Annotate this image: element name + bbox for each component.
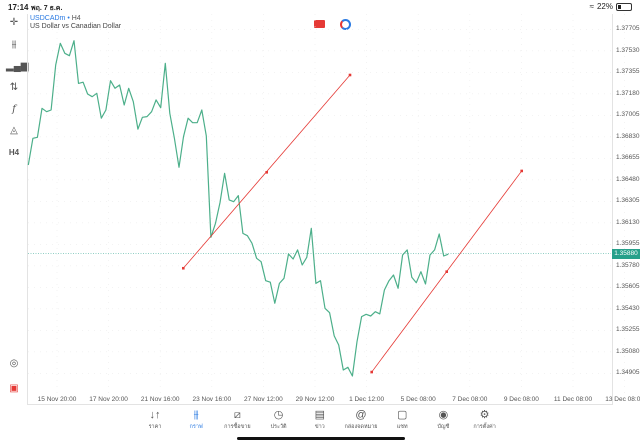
function-icon[interactable]: f — [12, 104, 16, 115]
time-tick-label: 5 Dec 08:00 — [400, 396, 436, 403]
chat-check-icon[interactable]: ◎ — [9, 358, 19, 369]
nav-tab-label: กล่องจดหมาย — [344, 424, 378, 430]
crosshair-icon[interactable]: ✛ — [9, 17, 19, 28]
nav-tab-label: ประวัติ — [270, 424, 287, 430]
mailbox-icon: @ — [355, 409, 367, 421]
symbol-name: USDCADm — [30, 15, 66, 22]
battery-percent: 22% — [596, 2, 613, 11]
chart-area[interactable] — [27, 14, 613, 405]
price-tick-label: 1.35430 — [616, 304, 640, 312]
depth-of-market-icon[interactable] — [340, 19, 351, 30]
history-icon: ◷ — [273, 409, 284, 421]
trendline-handle — [445, 270, 448, 273]
news-icon: ▤ — [314, 409, 325, 421]
current-price-tag: 1.35880 — [612, 249, 640, 259]
account-icon: ◉ — [438, 409, 449, 421]
status-time: 17:14 — [8, 3, 29, 12]
chart-type-icon[interactable]: ⫵ — [11, 39, 17, 50]
trendline-handle — [265, 170, 268, 174]
nav-tab-settings[interactable]: ⚙ การตั้งค่า — [465, 408, 505, 431]
nav-tab-account[interactable]: ◉ บัญชี — [423, 408, 463, 431]
battery-icon — [616, 2, 632, 11]
price-tick-label: 1.37530 — [616, 46, 640, 54]
time-tick-label: 23 Nov 16:00 — [192, 396, 232, 403]
price-tick-label: 1.35080 — [616, 347, 640, 355]
price-tick-label: 1.35780 — [616, 261, 640, 269]
price-tick-label: 1.36480 — [616, 175, 640, 183]
price-tick-label: 1.37355 — [616, 68, 640, 76]
time-tick-label: 17 Nov 20:00 — [89, 396, 128, 403]
status-indicators: ≈ 22% — [590, 2, 632, 11]
settings-icon: ⚙ — [479, 409, 490, 421]
one-click-trading-icon[interactable] — [314, 20, 325, 28]
time-tick-label: 9 Dec 08:00 — [503, 396, 539, 403]
price-tick-label: 1.35955 — [616, 240, 640, 248]
trade-icon: ⧄ — [233, 409, 241, 421]
nav-tab-chart[interactable]: ⫵ กราฟ — [176, 408, 216, 431]
nav-tab-quotes[interactable]: ↓↑ ราคา — [135, 408, 175, 431]
status-date: พฤ. 7 ธ.ค. — [31, 5, 63, 12]
symbol-description: US Dollar vs Canadian Dollar — [30, 23, 122, 30]
time-tick-label: 27 Nov 12:00 — [244, 396, 283, 403]
price-tick-label: 1.36655 — [616, 154, 640, 162]
timeframe-button[interactable]: H4 — [8, 148, 20, 157]
objects-sliders-icon[interactable]: ⇅ — [9, 82, 19, 93]
app-logo-icon[interactable]: ▣ — [9, 383, 19, 394]
nav-tab-label: กราฟ — [189, 424, 203, 430]
indicators-icon[interactable]: ▂▄▆ — [6, 61, 29, 72]
time-tick-label: 11 Dec 08:00 — [553, 396, 593, 403]
quotes-icon: ↓↑ — [149, 409, 161, 421]
price-line — [27, 40, 449, 377]
nav-tab-chat[interactable]: ▢ แชท — [382, 408, 422, 431]
trendline-handle — [182, 266, 185, 270]
symbol-separator: • — [67, 15, 70, 22]
chat-icon: ▢ — [396, 409, 408, 421]
nav-tab-trade[interactable]: ⧄ การซื้อขาย — [217, 408, 257, 431]
nav-tab-label: การซื้อขาย — [224, 424, 251, 430]
price-tick-label: 1.36305 — [616, 197, 640, 205]
time-tick-label: 15 Nov 20:00 — [37, 396, 77, 403]
nav-tab-label: แชท — [396, 424, 408, 430]
trendline-handle — [348, 73, 352, 77]
home-indicator[interactable] — [237, 437, 405, 440]
symbol-timeframe: H4 — [71, 15, 81, 22]
price-tick-label: 1.35605 — [616, 283, 640, 291]
price-tick-label: 1.36130 — [616, 218, 640, 226]
shapes-icon[interactable]: ◬ — [10, 125, 18, 136]
chart-symbol[interactable]: USDCADm • H4 — [30, 15, 81, 22]
time-tick-label: 13 Dec 08:00 — [605, 396, 640, 403]
nav-tab-label: ข่าว — [314, 424, 325, 430]
chart-icon: ⫵ — [193, 409, 199, 421]
price-tick-label: 1.36830 — [616, 132, 640, 140]
time-tick-label: 1 Dec 12:00 — [349, 396, 385, 403]
price-tick-label: 1.34905 — [616, 369, 640, 377]
price-tick-label: 1.37005 — [616, 111, 640, 119]
wifi-icon: ≈ — [589, 2, 594, 11]
price-tick-label: 1.35255 — [616, 326, 640, 334]
trendline-handle — [520, 169, 523, 173]
time-tick-label: 21 Nov 16:00 — [140, 396, 180, 403]
price-tick-label: 1.37705 — [616, 25, 640, 33]
nav-tab-label: การตั้งค่า — [473, 424, 496, 430]
trendline-handle — [370, 370, 373, 374]
nav-tab-history[interactable]: ◷ ประวัติ — [259, 408, 299, 431]
nav-tab-label: บัญชี — [437, 424, 450, 430]
time-tick-label: 7 Dec 08:00 — [452, 396, 488, 403]
time-tick-label: 29 Nov 12:00 — [295, 396, 335, 403]
nav-tab-mailbox[interactable]: @ กล่องจดหมาย — [341, 408, 381, 431]
price-tick-label: 1.37180 — [616, 89, 640, 97]
nav-tab-news[interactable]: ▤ ข่าว — [300, 408, 340, 431]
nav-tab-label: ราคา — [148, 424, 162, 430]
